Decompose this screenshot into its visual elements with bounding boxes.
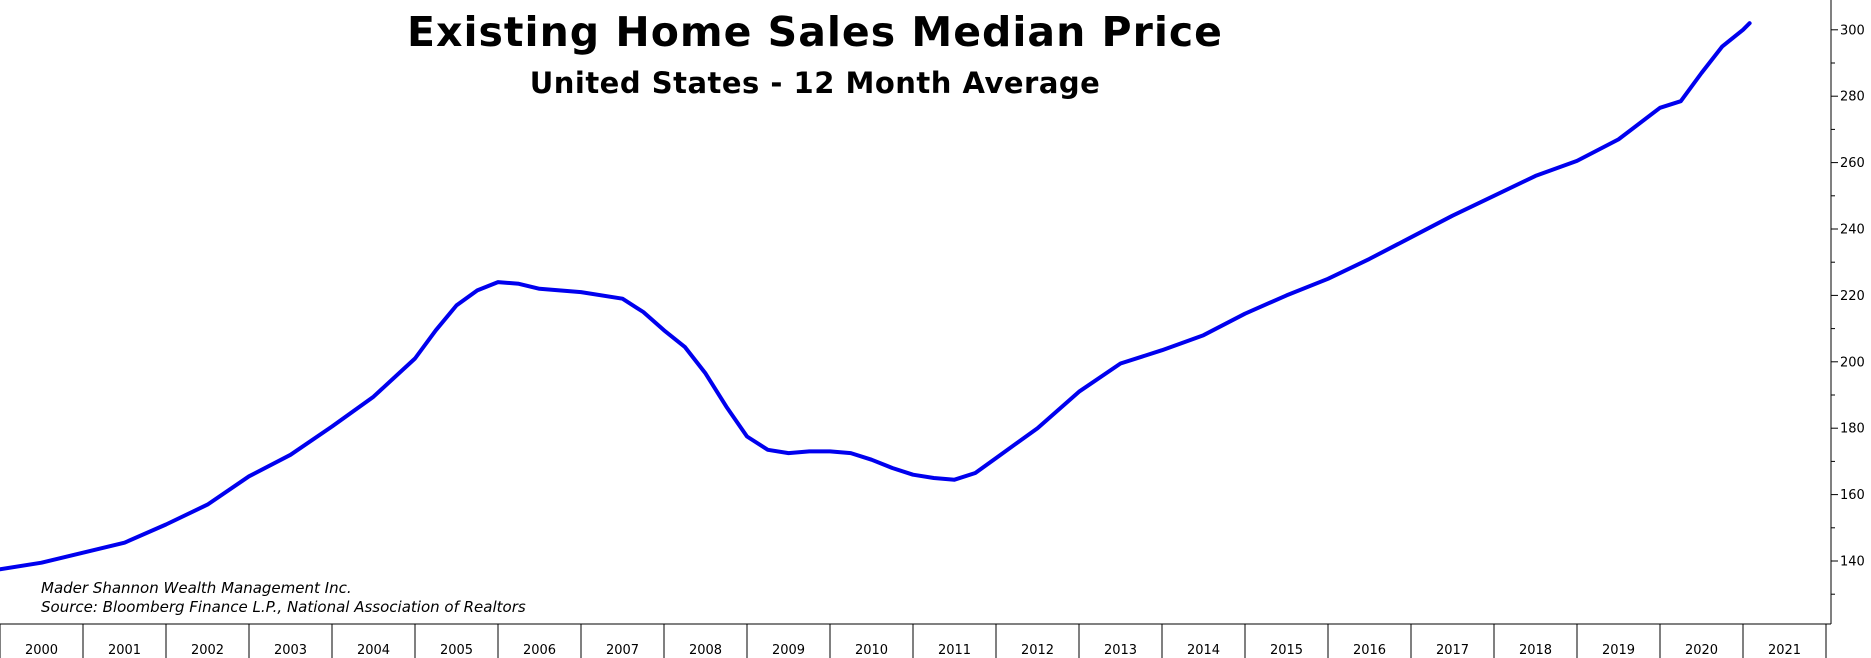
x-tick-label: 2012	[1021, 643, 1054, 658]
x-tick-label: 2004	[357, 643, 390, 658]
y-tick-label: 220	[1840, 289, 1865, 304]
x-tick-label: 2021	[1768, 643, 1801, 658]
x-tick-label: 2014	[1187, 643, 1220, 658]
x-tick-label: 2020	[1685, 643, 1718, 658]
chart-subtitle: United States - 12 Month Average	[530, 66, 1101, 100]
y-tick-label: 180	[1840, 422, 1865, 437]
x-tick-label: 2017	[1436, 643, 1469, 658]
y-tick-label: 160	[1840, 488, 1865, 503]
y-tick-label: 200	[1840, 355, 1865, 370]
source-line-2: Source: Bloomberg Finance L.P., National…	[41, 598, 526, 616]
x-tick-label: 2003	[274, 643, 307, 658]
x-tick-label: 2018	[1519, 643, 1552, 658]
x-tick-label: 2019	[1602, 643, 1635, 658]
x-tick-label: 2007	[606, 643, 639, 658]
x-tick-label: 2002	[191, 643, 224, 658]
y-tick-label: 240	[1840, 223, 1865, 238]
chart-title: Existing Home Sales Median Price	[407, 8, 1223, 56]
series-layer	[0, 21, 1752, 572]
x-tick-label: 2000	[25, 643, 58, 658]
x-tick-label: 2010	[855, 643, 888, 658]
source-line-1: Mader Shannon Wealth Management Inc.	[41, 579, 352, 597]
x-axis-ticks: 2000 2001 2002 2003 2004 2005 2006 2007 2008 2009…	[0, 624, 1827, 658]
x-tick-label: 2015	[1270, 643, 1303, 658]
x-tick-label: 2011	[938, 643, 971, 658]
y-tick-label: 260	[1840, 156, 1865, 171]
series-line-0	[0, 21, 1752, 572]
x-tick-label: 2016	[1353, 643, 1386, 658]
x-tick-label: 2001	[108, 643, 141, 658]
y-tick-label: 300	[1840, 23, 1865, 38]
y-tick-label: 280	[1840, 90, 1865, 105]
y-axis-ticks: 140 160 180 200 220 240 260 280 300	[1831, 23, 1865, 595]
x-tick-label: 2009	[772, 643, 805, 658]
x-tick-label: 2006	[523, 643, 556, 658]
x-tick-label: 2005	[440, 643, 473, 658]
x-tick-label: 2008	[689, 643, 722, 658]
x-tick-label: 2013	[1104, 643, 1137, 658]
y-tick-label: 140	[1840, 555, 1865, 570]
